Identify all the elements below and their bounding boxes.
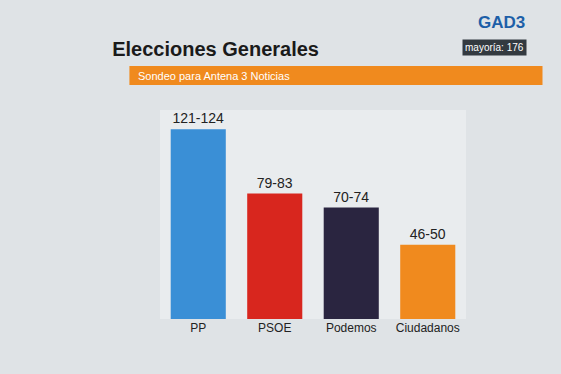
svg-text:PSOE: PSOE (258, 321, 291, 335)
svg-text:PP: PP (190, 321, 206, 335)
svg-text:79-83: 79-83 (257, 175, 293, 191)
svg-text:GAD3: GAD3 (478, 13, 525, 32)
svg-text:46-50: 46-50 (410, 226, 446, 242)
svg-text:121-124: 121-124 (172, 110, 224, 126)
svg-text:Elecciones Generales: Elecciones Generales (112, 38, 319, 60)
svg-text:70-74: 70-74 (333, 189, 369, 205)
svg-text:Sondeo para Antena 3 Noticias: Sondeo para Antena 3 Noticias (138, 70, 290, 82)
svg-text:Podemos: Podemos (326, 321, 377, 335)
svg-text:Ciudadanos: Ciudadanos (396, 321, 460, 335)
svg-text:mayoría: 176: mayoría: 176 (465, 42, 524, 53)
